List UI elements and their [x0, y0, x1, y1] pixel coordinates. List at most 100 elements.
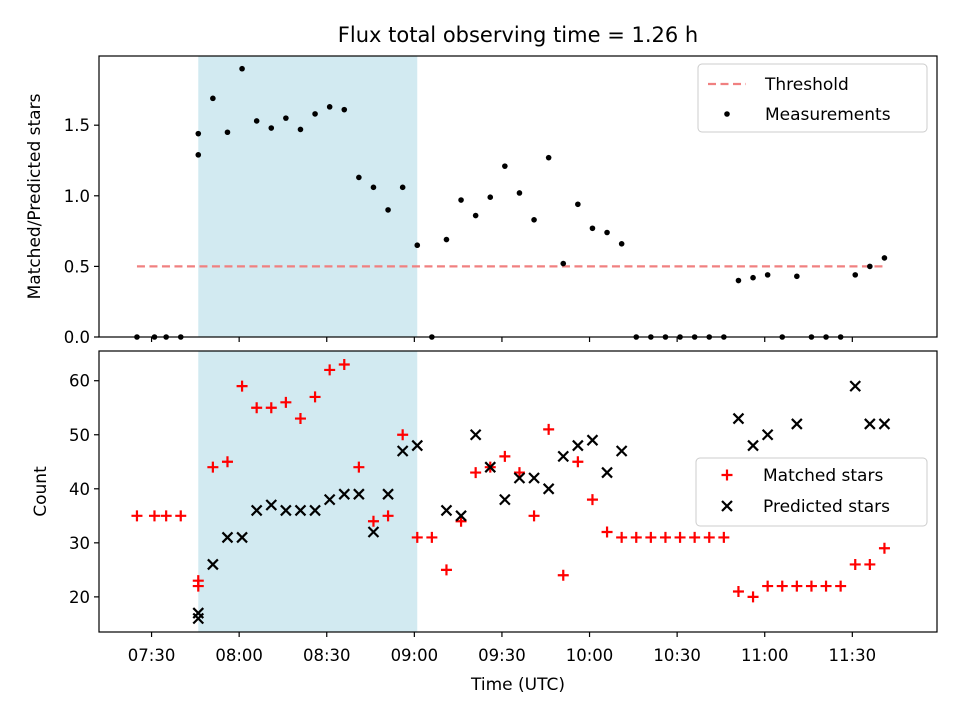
- matched-star-marker: [878, 542, 890, 554]
- xtick-label: 08:30: [303, 646, 351, 665]
- predicted-star-marker: [864, 418, 876, 430]
- measurement-point: [253, 118, 260, 124]
- legend-threshold-label: Threshold: [764, 75, 849, 95]
- matched-star-marker: [207, 461, 219, 473]
- measurement-point: [385, 207, 391, 213]
- matched-star-marker: [645, 531, 657, 543]
- matched-star-marker: [791, 580, 803, 592]
- predicted-star-marker: [747, 439, 759, 452]
- predicted-star-marker: [265, 499, 278, 511]
- matched-star-marker: [703, 531, 715, 543]
- xtick-label: 07:30: [128, 646, 176, 665]
- predicted-star-marker: [572, 439, 584, 452]
- matched-star-marker: [175, 510, 187, 522]
- matched-star-marker: [236, 380, 248, 392]
- measurement-point: [545, 154, 552, 161]
- measurement-point: [195, 152, 202, 158]
- measurement-point: [560, 260, 567, 267]
- matched-star-marker: [616, 531, 628, 543]
- measurement-point: [195, 130, 202, 137]
- matched-star-marker: [397, 429, 409, 441]
- matched-star-marker: [762, 580, 774, 592]
- predicted-star-marker: [849, 380, 862, 392]
- measurement-point: [268, 125, 275, 131]
- matched-star-marker: [265, 402, 277, 414]
- predicted-star-marker: [455, 510, 467, 522]
- measurement-point: [575, 201, 581, 208]
- predicted-star-marker: [382, 488, 394, 500]
- predicted-star-marker: [542, 483, 555, 495]
- predicted-star-marker: [513, 472, 526, 484]
- measurement-point: [283, 115, 289, 121]
- predicted-star-marker: [309, 504, 321, 517]
- matched-star-marker: [732, 585, 744, 597]
- xtick-label: 11:30: [829, 646, 877, 665]
- measurement-point: [487, 194, 494, 201]
- predicted-star-marker: [207, 558, 219, 571]
- matched-star-marker: [689, 531, 701, 543]
- matched-star-marker: [601, 526, 613, 538]
- predicted-star-marker: [732, 412, 745, 425]
- measurement-point: [443, 236, 450, 243]
- bottom-ytick-label: 50: [69, 426, 90, 445]
- predicted-star-marker: [192, 612, 205, 625]
- matched-star-marker: [251, 402, 263, 414]
- bottom-ytick-label: 60: [69, 372, 90, 391]
- matched-star-marker: [659, 531, 671, 543]
- matched-star-marker: [440, 564, 452, 576]
- matched-star-marker: [221, 456, 233, 468]
- bottom-legend: Matched stars Predicted stars: [695, 457, 928, 527]
- matched-star-marker: [528, 510, 540, 522]
- matched-star-marker: [572, 456, 584, 468]
- predicted-star-marker: [250, 504, 263, 517]
- measurement-point: [239, 65, 245, 72]
- bottom-panel: 20 30 40 50 60 07:30 08:00 08:30 09:00 09:30 10:00…: [31, 350, 938, 695]
- measurement-point: [399, 184, 406, 191]
- top-axes-frame: [98, 55, 938, 338]
- xtick-label: 09:30: [478, 646, 526, 665]
- predicted-star-marker: [761, 428, 774, 441]
- measurement-point: [604, 229, 610, 236]
- matched-star-marker: [805, 580, 817, 592]
- predicted-star-marker: [601, 466, 613, 479]
- matched-star-marker: [543, 423, 555, 435]
- top-ytick-label: 0.5: [64, 257, 90, 276]
- measurement-point: [735, 277, 742, 284]
- predicted-star-marker: [353, 488, 365, 500]
- measurement-point: [852, 272, 859, 278]
- matched-star-marker: [411, 531, 423, 543]
- measurement-point: [794, 273, 800, 280]
- matched-star-marker: [367, 515, 379, 527]
- bottom-highlight-span: [198, 351, 418, 632]
- matched-star-marker: [294, 413, 306, 425]
- measurement-point: [341, 106, 348, 113]
- measurement-point: [516, 190, 523, 196]
- predicted-star-marker: [484, 461, 497, 473]
- predicted-star-marker: [367, 526, 380, 538]
- predicted-star-marker: [878, 418, 891, 430]
- measurement-point: [224, 129, 231, 136]
- predicted-star-marker: [221, 531, 234, 544]
- predicted-star-marker: [396, 445, 409, 457]
- matched-star-marker: [131, 510, 143, 522]
- xtick-label: 09:00: [391, 646, 439, 665]
- bottom-ylabel: Count: [31, 466, 51, 517]
- legend-matched-swatch: [721, 469, 733, 481]
- predicted-star-marker: [323, 493, 336, 506]
- matched-star-marker: [455, 515, 467, 527]
- legend-predicted-label: Predicted stars: [763, 497, 890, 517]
- measurement-point: [589, 225, 596, 232]
- matched-star-marker: [849, 558, 861, 570]
- measurement-point: [764, 272, 771, 278]
- measurement-point: [618, 241, 625, 247]
- predicted-star-marker: [586, 434, 599, 446]
- top-ytick-label: 1.0: [64, 187, 90, 206]
- matched-star-marker: [747, 591, 759, 603]
- matched-star-marker: [309, 391, 321, 403]
- xtick-label: 08:00: [215, 646, 263, 665]
- predicted-star-marker: [469, 428, 482, 441]
- chart-title: Flux total observing time = 1.26 h: [338, 23, 698, 47]
- predicted-star-marker: [615, 445, 628, 457]
- bottom-ytick-label: 40: [69, 480, 90, 499]
